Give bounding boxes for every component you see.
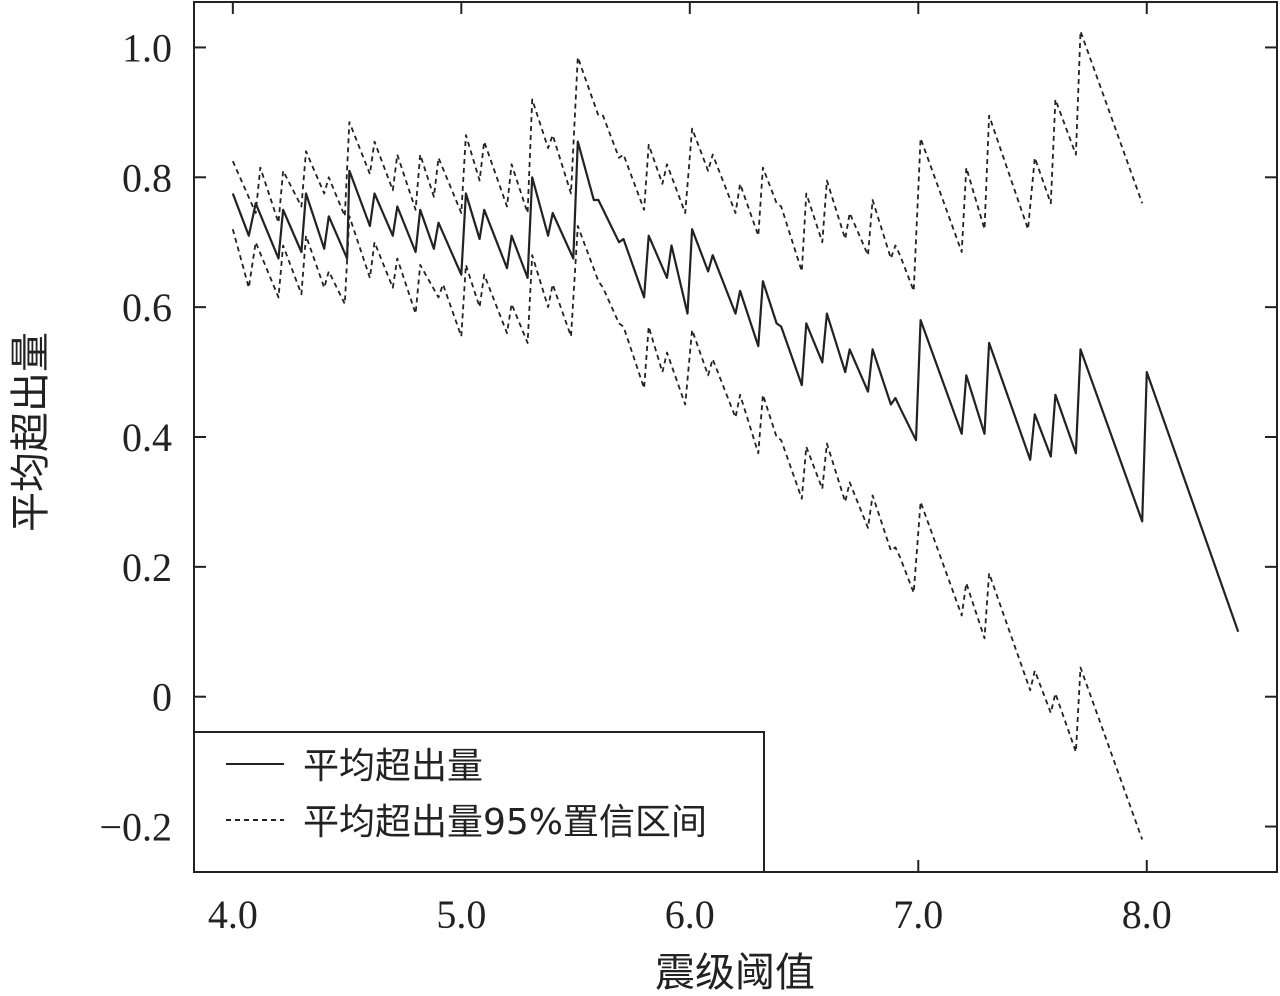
y-tick-label: 0 — [152, 675, 172, 720]
y-tick-label: −0.2 — [99, 805, 172, 850]
series-layer — [231, 30, 1240, 840]
x-tick-label: 5.0 — [436, 892, 486, 937]
y-tick-label: 0.4 — [122, 415, 172, 460]
legend: 平均超出量 平均超出量95%置信区间 — [193, 731, 765, 873]
legend-label-confidence-interval: 平均超出量95%置信区间 — [303, 802, 707, 843]
legend-box — [193, 731, 765, 873]
y-tick-label: 0.8 — [122, 155, 172, 200]
x-tick-label: 4.0 — [208, 892, 258, 937]
y-axis-label: 平均超出量 — [8, 332, 54, 532]
y-tick-label: 0.6 — [122, 285, 172, 330]
x-tick-label: 8.0 — [1122, 892, 1172, 937]
x-axis: 4.0 5.0 6.0 7.0 8.0 — [208, 2, 1172, 937]
x-axis-label: 震级阈值 — [655, 950, 815, 996]
y-tick-label: 0.2 — [122, 545, 172, 590]
y-tick-label: 1.0 — [122, 25, 172, 70]
legend-label-mean-excess: 平均超出量 — [303, 746, 483, 787]
x-tick-label: 6.0 — [665, 892, 715, 937]
series-line-ci-upper — [231, 30, 1144, 292]
x-tick-label: 7.0 — [893, 892, 943, 937]
series-line-mean-excess — [231, 140, 1240, 633]
y-axis: 1.0 0.8 0.6 0.4 0.2 0 −0.2 — [99, 25, 1277, 850]
